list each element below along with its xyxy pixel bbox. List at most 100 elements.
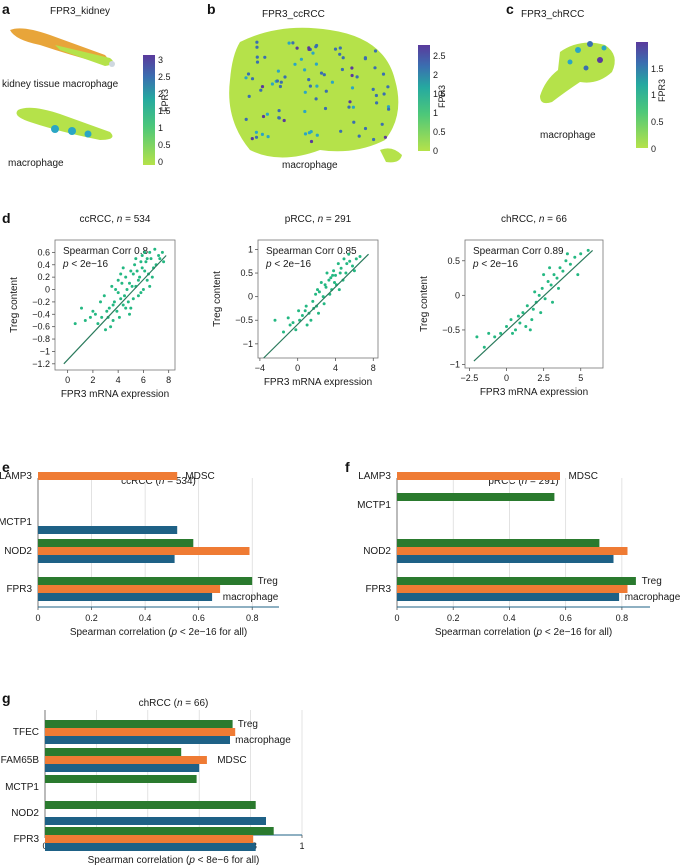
umap-high-expression-dot xyxy=(278,84,282,89)
bar-mdsc xyxy=(397,585,628,593)
colorbar-b-title: FPR3 xyxy=(437,85,447,108)
scatter-point xyxy=(337,288,341,292)
scatter-point xyxy=(345,262,349,266)
x-axis-label: Spearman correlation (p < 2e−16 for all) xyxy=(70,627,247,638)
x-tick-label: 0 xyxy=(65,375,70,385)
bar-chart-g: chRCC (n = 66)00.20.40.60.81Spearman cor… xyxy=(1,698,305,866)
scatter-point xyxy=(119,272,123,276)
panel-a-cluster-label-2: macrophage xyxy=(8,158,64,169)
scatter-point xyxy=(309,318,313,322)
umap-b-highlight-dots xyxy=(244,40,391,144)
umap-cluster-ccrcc xyxy=(229,27,399,158)
scatter-point xyxy=(158,257,162,261)
umap-high-expression-dot xyxy=(303,68,307,72)
y-axis-label: Treg content xyxy=(9,277,20,333)
scatter-point xyxy=(116,291,120,295)
umap-high-expression-dot xyxy=(352,120,356,124)
umap-high-expression-dot xyxy=(307,78,311,82)
scatter-point xyxy=(521,311,525,315)
scatter-point xyxy=(524,325,528,328)
scatter-point xyxy=(73,322,77,326)
umap-high-expression-dot xyxy=(373,49,378,53)
umap-high-expression-dot xyxy=(270,82,274,86)
umap-high-expression-dot xyxy=(583,65,589,71)
scatter-point xyxy=(136,294,140,298)
scatter-point xyxy=(352,269,356,273)
scatter-point xyxy=(336,262,340,266)
scatter-point xyxy=(131,297,135,301)
scatter-point xyxy=(126,300,130,304)
umap-high-expression-dot xyxy=(567,59,573,65)
panel-c-title: FPR3_chRCC xyxy=(521,9,584,20)
colorbar-b-tick: 2 xyxy=(433,70,438,80)
scatter-point xyxy=(334,273,337,277)
scatter-point xyxy=(104,328,107,332)
umap-high-expression-dot xyxy=(381,72,386,76)
plot-frame xyxy=(464,239,604,369)
umap-high-expression-dot xyxy=(244,117,248,121)
scatter-point xyxy=(351,264,354,268)
umap-high-expression-dot xyxy=(277,116,281,120)
scatter-point xyxy=(339,266,343,270)
series-annotation: macrophage xyxy=(625,592,681,603)
category-label: FPR3 xyxy=(13,834,39,845)
scatter-point xyxy=(140,254,144,257)
scatter-point xyxy=(139,291,143,295)
colorbar-a-tick: 3 xyxy=(158,55,163,65)
panel-a-label: a xyxy=(2,1,10,17)
x-tick-label: 0.8 xyxy=(616,613,629,623)
x-tick-label: 0.4 xyxy=(503,613,516,623)
panel-a: a FPR3_kidney kidney tissue macrophage m… xyxy=(2,1,171,169)
x-axis-label: Spearman correlation (p < 8e−6 for all) xyxy=(88,855,260,866)
bar-treg xyxy=(397,493,555,501)
category-label: LAMP3 xyxy=(358,471,391,482)
bar-chart-f: pRCC (n = 291) 0 0.2 0.4 0.6 0.8 Spearman corr… xyxy=(357,471,681,638)
bar-macrophage xyxy=(38,593,213,601)
panel-a-title: FPR3_kidney xyxy=(50,6,110,17)
colorbar-a-tick: 0.5 xyxy=(158,140,171,150)
colorbar-c-tick: 1 xyxy=(651,90,656,100)
colorbar-a-tick: 2.5 xyxy=(158,72,171,82)
category-label: MCTP1 xyxy=(357,500,391,511)
umap-high-expression-dot xyxy=(380,122,384,126)
umap-high-expression-dot xyxy=(260,132,264,136)
panel-c-label: c xyxy=(506,1,514,17)
umap-high-expression-dot xyxy=(84,130,92,138)
scatter-point xyxy=(134,257,138,261)
panel-e-label: e xyxy=(2,459,10,475)
colorbar-b-tick: 1.5 xyxy=(433,89,446,99)
bar-macrophage xyxy=(38,555,175,563)
scatter-point xyxy=(332,269,336,273)
x-tick-label: 0.6 xyxy=(192,613,205,623)
bar-treg xyxy=(45,720,233,728)
scatter-point xyxy=(139,260,143,264)
scatter-point xyxy=(100,315,104,319)
colorbar-b-tick: 2.5 xyxy=(433,51,446,61)
category-label: LAMP3 xyxy=(0,471,32,482)
bar-macrophage xyxy=(45,736,230,744)
x-axis-label: FPR3 mRNA expression xyxy=(61,389,169,400)
scatter-point xyxy=(314,292,318,296)
y-axis-label: Treg content xyxy=(212,271,223,327)
umap-high-expression-dot xyxy=(350,73,354,78)
y-tick-label: 0.5 xyxy=(447,256,460,266)
scatter-point xyxy=(300,314,304,317)
scatter-point xyxy=(145,278,149,282)
scatter-point xyxy=(551,300,554,304)
scatter-point xyxy=(514,328,517,332)
x-tick-label: 2 xyxy=(90,375,95,385)
umap-high-expression-dot xyxy=(282,118,286,123)
bar-macrophage xyxy=(45,764,200,772)
scatter-point xyxy=(543,297,547,301)
bar-mdsc xyxy=(397,472,560,480)
series-annotation: Treg xyxy=(642,576,662,587)
scatter-point xyxy=(83,319,87,322)
scatter-point xyxy=(148,250,152,254)
umap-high-expression-dot xyxy=(351,105,355,109)
x-tick-label: 0.8 xyxy=(246,613,259,623)
x-tick-label: 1 xyxy=(299,841,304,851)
y-tick-label: −0.2 xyxy=(32,297,50,307)
scatter-point xyxy=(358,255,362,258)
bar-treg xyxy=(38,539,194,547)
y-tick-label: −0.6 xyxy=(32,322,50,332)
